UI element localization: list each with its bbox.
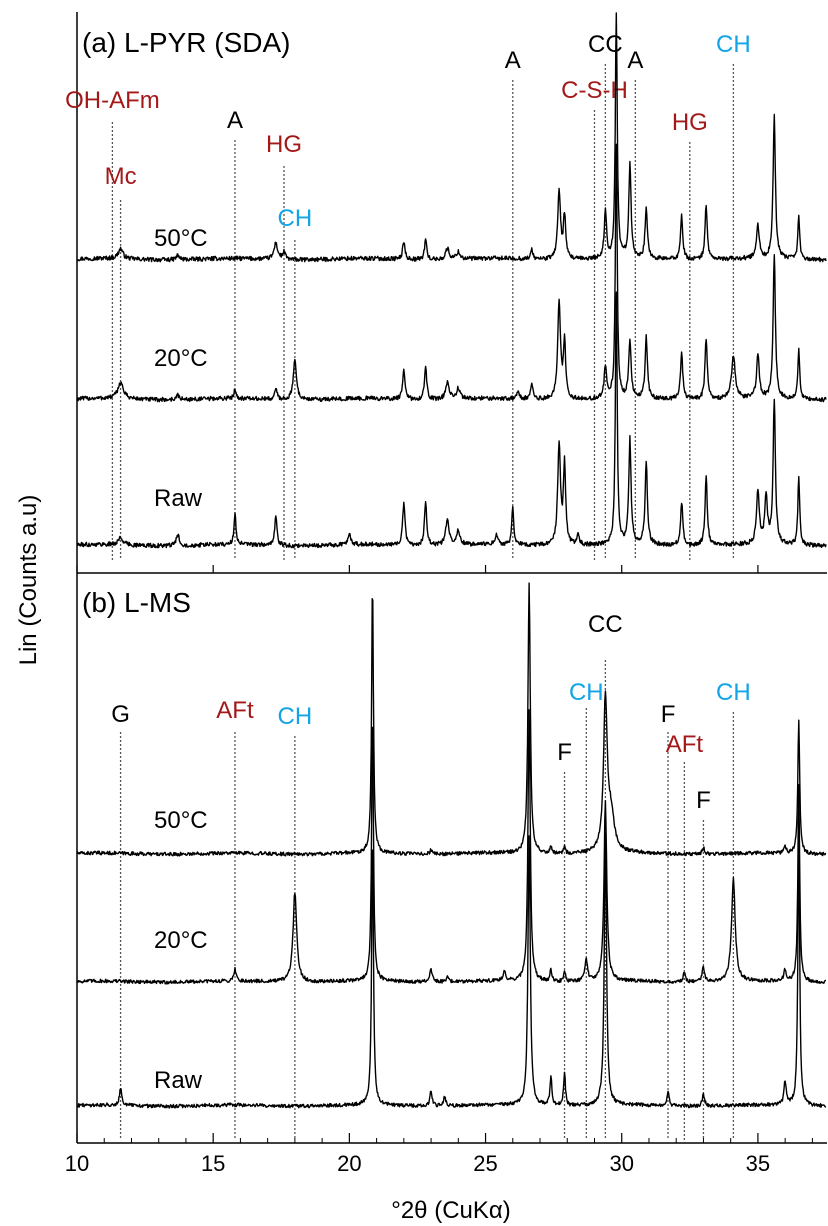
- phase-label: AFt: [666, 731, 704, 758]
- series-label: Raw: [154, 485, 203, 512]
- x-tick-label: 20: [337, 1151, 361, 1176]
- phase-label: CC: [588, 611, 623, 638]
- series-line: [76, 582, 827, 857]
- series-label: 20°C: [154, 927, 208, 954]
- x-tick-label: 35: [746, 1151, 770, 1176]
- phase-label: A: [627, 47, 643, 74]
- phase-label: CC: [588, 31, 623, 58]
- x-tick-label: 25: [473, 1151, 497, 1176]
- x-tick-label: 15: [201, 1151, 225, 1176]
- series-line: [76, 143, 827, 403]
- series-label: 50°C: [154, 807, 208, 834]
- panel-title: (b) L-MS: [82, 587, 191, 618]
- phase-label: CH: [278, 703, 313, 730]
- phase-label: F: [661, 701, 676, 728]
- phase-label: Mc: [105, 163, 137, 190]
- x-tick-label: 30: [609, 1151, 633, 1176]
- phase-label: HG: [266, 131, 302, 158]
- series-label: 20°C: [154, 345, 208, 372]
- phase-label: G: [111, 701, 130, 728]
- phase-label: A: [227, 107, 243, 134]
- y-axis-title: Lin (Counts a.u): [15, 495, 42, 666]
- series-line: [76, 833, 827, 1109]
- phase-label: A: [505, 47, 521, 74]
- axes: 10 15 20 25 30 35: [65, 12, 827, 1176]
- series-label: Raw: [154, 1067, 203, 1094]
- phase-label: CH: [716, 31, 751, 58]
- phase-label: CH: [569, 679, 604, 706]
- panel-a: (a) L-PYR (SDA)OH-AFmMcAHGCHAC-S-HCCAHGC…: [65, 12, 827, 560]
- x-axis-title: °2θ (CuKα): [391, 1197, 511, 1224]
- phase-label: CH: [278, 205, 313, 232]
- panel-b: (b) L-MS G AFt CH F CH CC F AFt F CH 50°C 20°C Raw: [76, 582, 827, 1140]
- series-line: [76, 291, 827, 549]
- phase-label: CH: [716, 679, 751, 706]
- phase-label: AFt: [216, 697, 254, 724]
- x-tick-label: 10: [65, 1151, 89, 1176]
- phase-label: F: [557, 739, 572, 766]
- phase-label: OH-AFm: [65, 87, 160, 114]
- series-label: 50°C: [154, 225, 208, 252]
- series-line: [76, 709, 827, 985]
- panel-title: (a) L-PYR (SDA): [82, 27, 290, 58]
- phase-label: HG: [672, 109, 708, 136]
- series-line: [76, 12, 827, 263]
- phase-label: F: [696, 787, 711, 814]
